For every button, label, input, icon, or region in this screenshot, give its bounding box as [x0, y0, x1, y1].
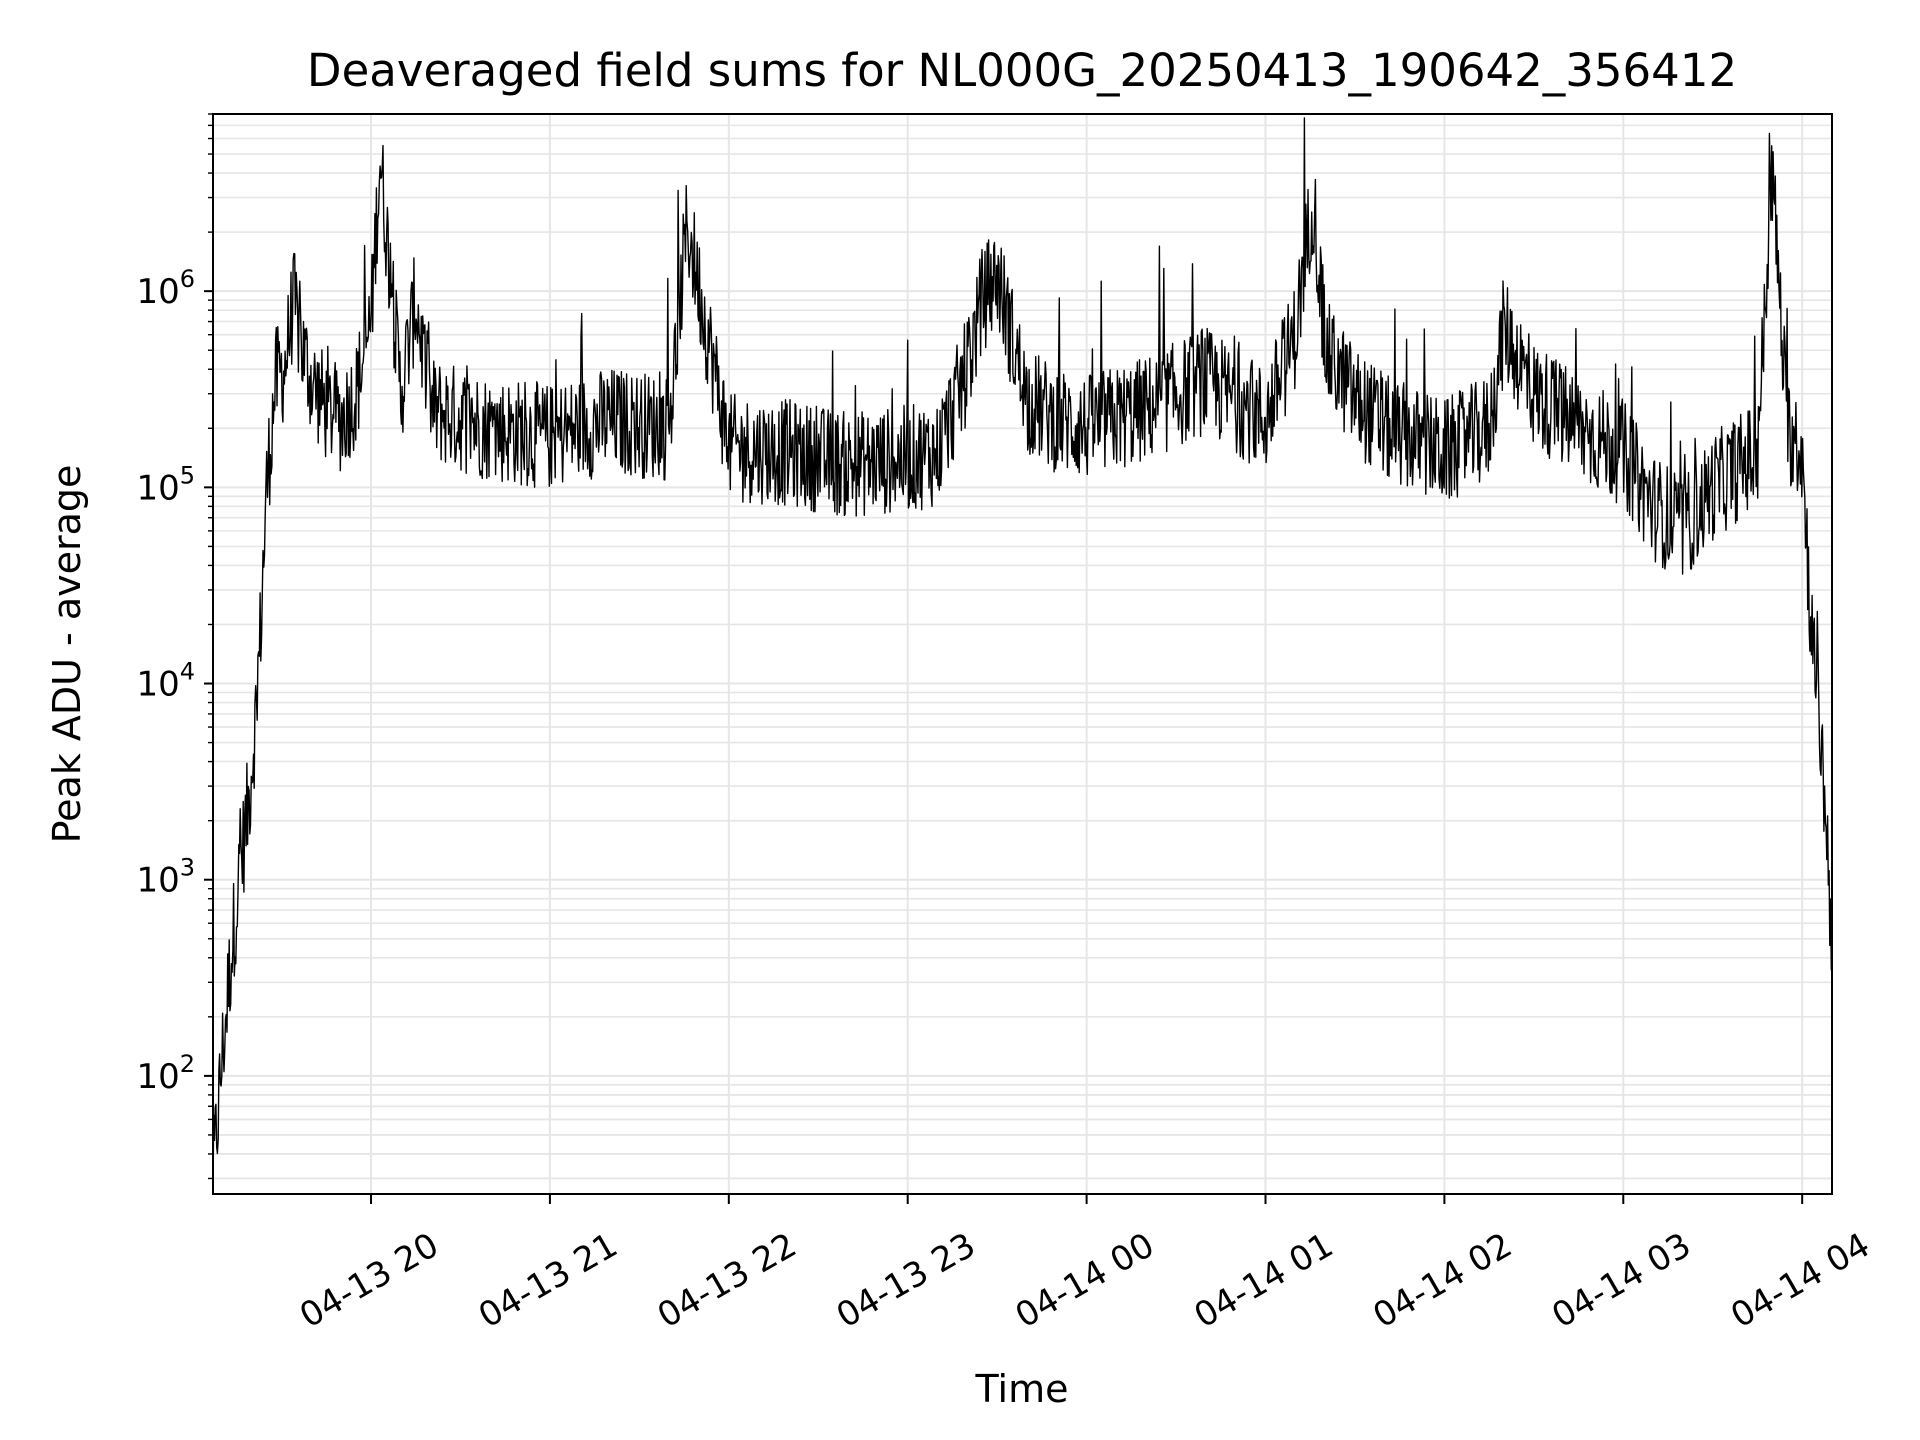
chart-title: Deaveraged field sums for NL000G_2025041… — [307, 44, 1737, 97]
y-axis: 102 103 104 105 106 — [136, 113, 213, 1180]
y-tick-label: 103 — [136, 854, 195, 901]
plot-frame — [212, 113, 1833, 1195]
x-axis-label: Time — [975, 1367, 1069, 1411]
y-tick-label: 102 — [136, 1050, 195, 1097]
y-tick-label: 105 — [136, 461, 195, 508]
grid — [213, 113, 1832, 1194]
y-tick-label: 104 — [136, 658, 195, 705]
series-line — [212, 117, 1833, 1195]
y-tick-label: 106 — [136, 265, 195, 312]
y-axis-label: Peak ADU - average — [45, 465, 89, 844]
